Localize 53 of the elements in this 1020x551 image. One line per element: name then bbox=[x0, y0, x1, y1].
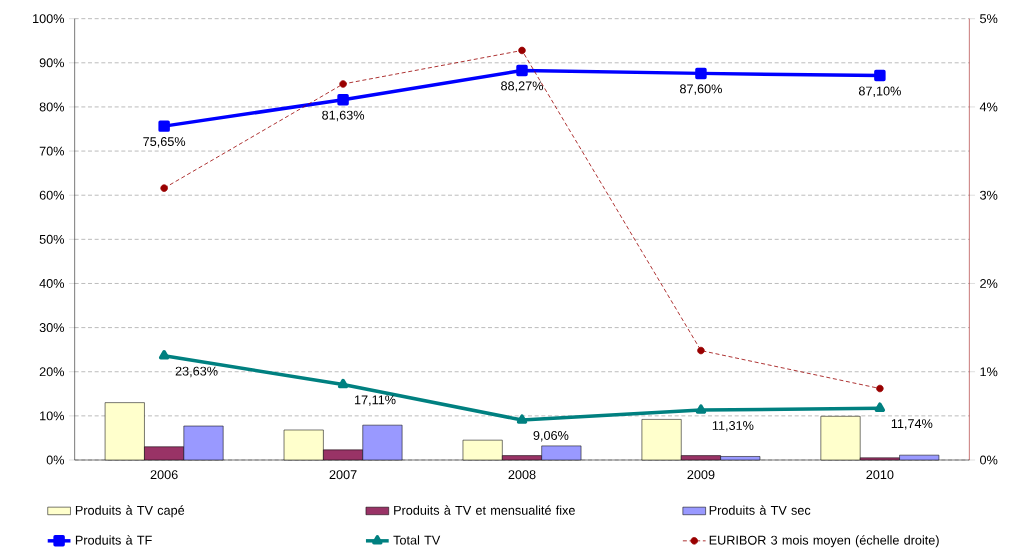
y-tick-label: 90% bbox=[39, 58, 65, 68]
point bbox=[518, 46, 526, 55]
y-tick-label: 80% bbox=[39, 102, 65, 112]
point bbox=[876, 384, 884, 393]
x-tick-label: 2009 bbox=[687, 470, 715, 480]
point bbox=[874, 70, 886, 82]
point bbox=[697, 346, 705, 355]
legend-label: EURIBOR 3 mois moyen (échelle droite) bbox=[709, 535, 939, 548]
data-label: 81,63% bbox=[322, 110, 365, 122]
legend-label: Produits à TV capé bbox=[75, 505, 185, 518]
point bbox=[516, 64, 528, 77]
data-label: 87,60% bbox=[680, 84, 722, 95]
legend-label: Produits à TF bbox=[75, 535, 152, 545]
point bbox=[337, 94, 349, 106]
y2-tick-label: 1% bbox=[980, 367, 998, 377]
point bbox=[339, 80, 347, 88]
x-tick-label: 2007 bbox=[329, 470, 357, 480]
y-tick-label: 40% bbox=[39, 279, 65, 289]
x-tick-label: 2006 bbox=[150, 470, 178, 480]
point bbox=[160, 184, 168, 193]
y-tick-label: 0% bbox=[46, 455, 65, 465]
legend-label: Total TV bbox=[393, 535, 441, 545]
point bbox=[516, 414, 528, 424]
data-label: 75,65% bbox=[143, 137, 186, 148]
y2-tick-label: 4% bbox=[979, 102, 998, 112]
point bbox=[158, 120, 170, 133]
y-tick-label: 50% bbox=[39, 235, 65, 244]
legend-label: Produits à TV et mensualité fixe bbox=[394, 505, 575, 515]
data-label: 9,06% bbox=[533, 431, 569, 442]
data-label: 23,63% bbox=[175, 366, 218, 378]
y-tick-label: 20% bbox=[39, 367, 65, 377]
x-tick-label: 2010 bbox=[866, 470, 894, 480]
legend-label: Produits à TV sec bbox=[709, 505, 811, 515]
point bbox=[695, 404, 707, 414]
data-label: 11,31% bbox=[712, 421, 754, 432]
point bbox=[695, 67, 707, 80]
data-label: 88,27% bbox=[501, 81, 544, 92]
x-tick-label: 2008 bbox=[508, 470, 536, 480]
y-tick-label: 10% bbox=[40, 411, 65, 421]
y-tick-label: 70% bbox=[39, 146, 65, 156]
y2-tick-label: 0% bbox=[980, 455, 998, 465]
point bbox=[337, 378, 349, 389]
data-label: 17,11% bbox=[354, 395, 396, 406]
data-label: 87,10% bbox=[858, 86, 901, 98]
y2-tick-label: 3% bbox=[980, 190, 998, 200]
point bbox=[158, 350, 170, 360]
data-label: 11,74% bbox=[891, 419, 933, 430]
y-tick-label: 100% bbox=[33, 14, 65, 24]
y-tick-label: 30% bbox=[39, 323, 65, 333]
y2-tick-label: 5% bbox=[980, 14, 998, 24]
y-tick-label: 60% bbox=[39, 190, 65, 200]
point bbox=[874, 402, 886, 413]
y2-tick-label: 2% bbox=[980, 279, 998, 289]
